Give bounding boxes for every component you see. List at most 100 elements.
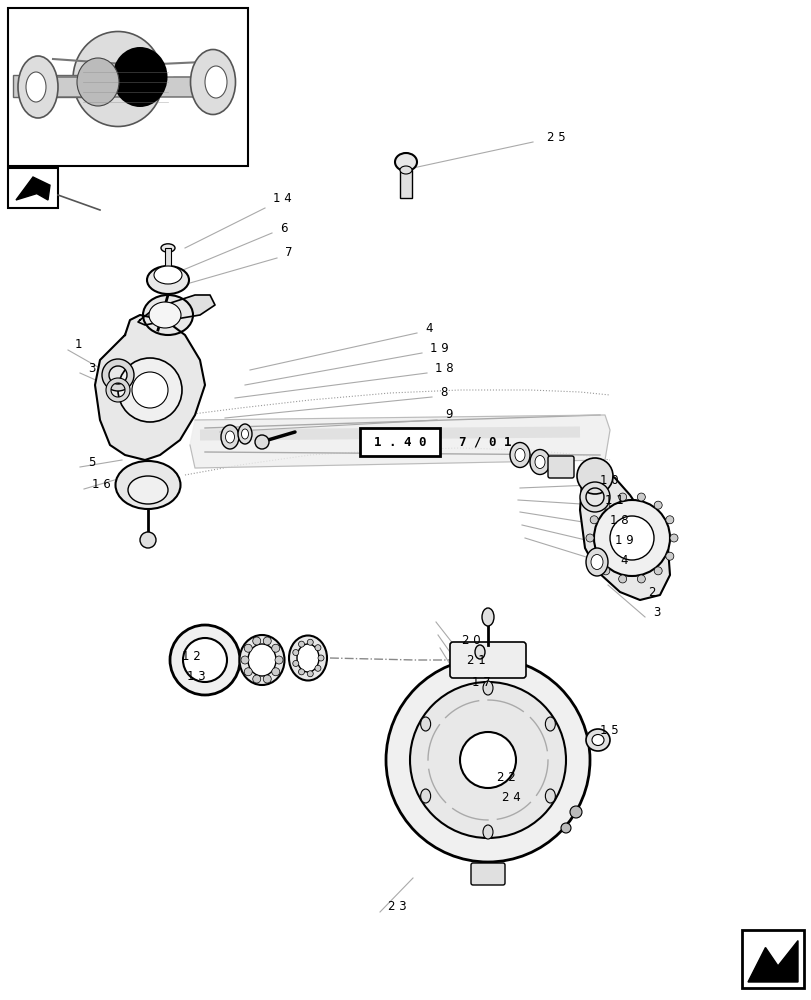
Polygon shape	[16, 177, 50, 200]
Text: 1 2: 1 2	[182, 650, 200, 662]
Circle shape	[182, 638, 227, 682]
Ellipse shape	[530, 450, 549, 475]
Polygon shape	[190, 415, 609, 468]
Text: 1 . 4 0: 1 . 4 0	[373, 436, 426, 448]
Bar	[165, 248, 171, 268]
Ellipse shape	[420, 717, 430, 731]
Ellipse shape	[514, 448, 525, 462]
Ellipse shape	[239, 635, 284, 685]
Circle shape	[272, 644, 280, 652]
Text: 1 8: 1 8	[435, 361, 453, 374]
Text: 6: 6	[280, 222, 287, 234]
Ellipse shape	[115, 461, 180, 509]
Circle shape	[132, 372, 168, 408]
Circle shape	[244, 644, 252, 652]
Ellipse shape	[483, 825, 492, 839]
Ellipse shape	[225, 431, 234, 443]
Ellipse shape	[545, 789, 555, 803]
Text: 3: 3	[88, 361, 95, 374]
Ellipse shape	[618, 493, 626, 501]
Text: 4: 4	[424, 322, 432, 334]
Ellipse shape	[654, 567, 662, 575]
Bar	[13, 75, 83, 97]
Bar	[173, 77, 228, 95]
Circle shape	[255, 435, 268, 449]
Text: 9: 9	[444, 408, 452, 422]
Text: 5: 5	[88, 456, 95, 468]
Ellipse shape	[483, 681, 492, 695]
Circle shape	[609, 516, 653, 560]
Circle shape	[460, 732, 515, 788]
Text: 7 / 0 1: 7 / 0 1	[458, 436, 511, 448]
Circle shape	[410, 682, 565, 838]
Ellipse shape	[665, 552, 673, 560]
Ellipse shape	[26, 72, 46, 102]
Ellipse shape	[637, 575, 645, 583]
Circle shape	[307, 671, 313, 677]
Ellipse shape	[241, 429, 248, 439]
Ellipse shape	[394, 153, 417, 171]
Ellipse shape	[128, 476, 168, 504]
Ellipse shape	[637, 493, 645, 501]
Circle shape	[307, 639, 313, 645]
Circle shape	[577, 458, 612, 494]
Ellipse shape	[509, 442, 530, 468]
Ellipse shape	[191, 50, 235, 115]
Circle shape	[315, 665, 320, 671]
Circle shape	[252, 637, 260, 645]
Ellipse shape	[545, 717, 555, 731]
Text: 2 4: 2 4	[501, 791, 520, 804]
Circle shape	[560, 823, 570, 833]
Ellipse shape	[148, 302, 181, 328]
Text: 2 3: 2 3	[388, 900, 406, 913]
Ellipse shape	[586, 729, 609, 751]
Ellipse shape	[474, 645, 484, 659]
Ellipse shape	[161, 244, 175, 252]
Polygon shape	[747, 941, 797, 982]
Circle shape	[169, 625, 240, 695]
Ellipse shape	[654, 501, 662, 509]
Ellipse shape	[289, 636, 327, 680]
Ellipse shape	[238, 424, 251, 444]
Circle shape	[263, 637, 271, 645]
Ellipse shape	[590, 552, 598, 560]
Text: 1 6: 1 6	[92, 478, 110, 490]
Bar	[359, 428, 440, 456]
FancyBboxPatch shape	[51, 77, 195, 97]
Text: 1 5: 1 5	[599, 724, 618, 736]
Text: 2 1: 2 1	[466, 654, 485, 666]
Text: 1 7: 1 7	[471, 676, 490, 688]
Circle shape	[318, 655, 324, 661]
FancyBboxPatch shape	[547, 456, 573, 478]
Ellipse shape	[18, 56, 58, 118]
Circle shape	[298, 669, 304, 675]
Circle shape	[315, 645, 320, 651]
Circle shape	[293, 660, 298, 666]
Ellipse shape	[73, 31, 163, 127]
Text: 2 2: 2 2	[496, 771, 515, 784]
Circle shape	[252, 675, 260, 683]
Ellipse shape	[534, 456, 544, 468]
Ellipse shape	[221, 425, 238, 449]
Ellipse shape	[482, 608, 493, 626]
Text: 2 5: 2 5	[547, 131, 565, 144]
Text: 1 9: 1 9	[614, 534, 633, 546]
Text: 1 1: 1 1	[604, 493, 623, 506]
Bar	[741, 930, 803, 988]
Polygon shape	[95, 315, 204, 460]
Ellipse shape	[586, 548, 607, 576]
Ellipse shape	[204, 66, 227, 98]
Circle shape	[241, 656, 249, 664]
Ellipse shape	[154, 266, 182, 284]
Text: 1 0: 1 0	[599, 474, 618, 487]
Circle shape	[569, 806, 581, 818]
Ellipse shape	[590, 554, 603, 570]
Ellipse shape	[113, 47, 167, 107]
Ellipse shape	[590, 516, 598, 524]
Polygon shape	[579, 468, 669, 600]
Ellipse shape	[618, 575, 626, 583]
Circle shape	[594, 500, 669, 576]
Circle shape	[385, 658, 590, 862]
Ellipse shape	[143, 295, 193, 335]
Ellipse shape	[665, 516, 673, 524]
